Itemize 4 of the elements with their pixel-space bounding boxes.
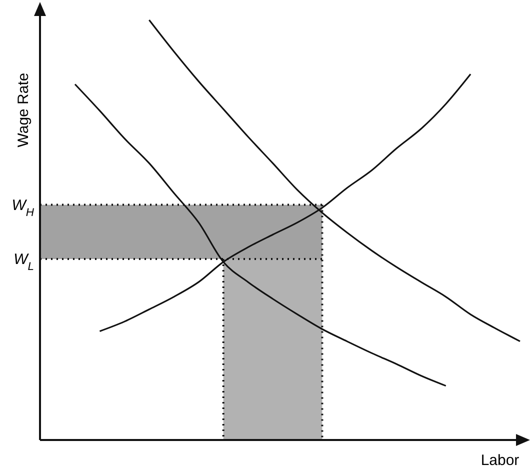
x-axis-title: Labor [480,452,520,469]
ref-line-label: W$_{H}$ [12,196,35,219]
y-axis-title: Wage Rate [15,72,32,148]
ref-line-label: W$_{L}$ [14,250,34,273]
